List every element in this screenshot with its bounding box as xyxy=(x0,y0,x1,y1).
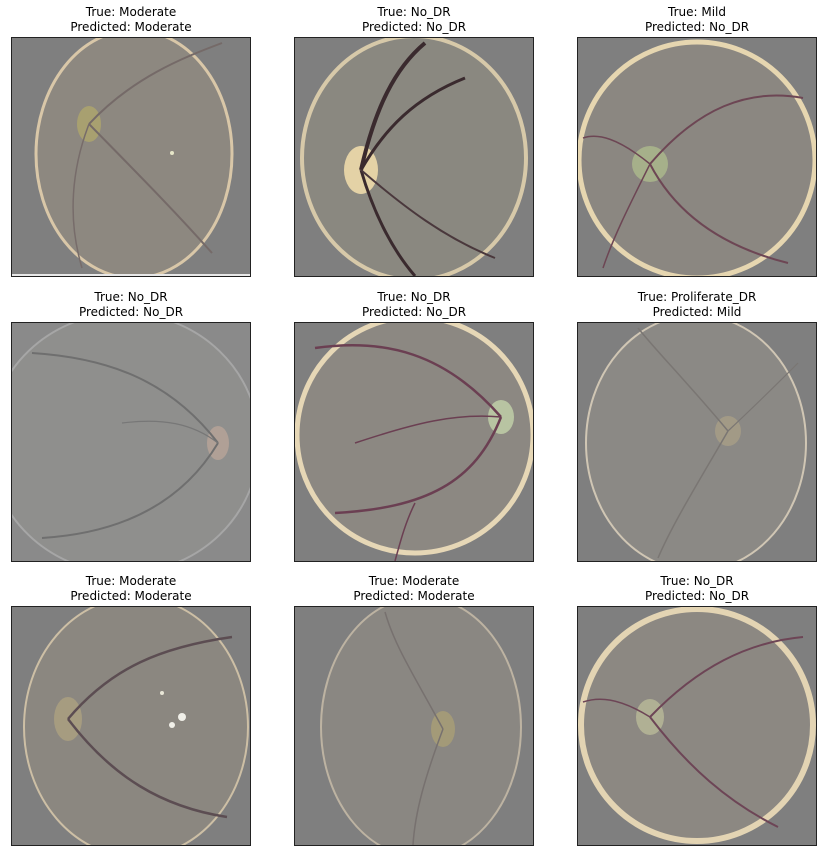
panel-true-label: True: Proliferate_DR xyxy=(637,290,757,304)
panel-predicted-label: Predicted: No_DR xyxy=(644,589,750,603)
panel-predicted-label: Predicted: Moderate xyxy=(70,20,192,34)
panel-true-label: True: No_DR xyxy=(94,290,168,304)
fundus-image xyxy=(11,322,251,562)
fundus-image xyxy=(294,37,534,277)
fundus-image xyxy=(11,606,251,846)
panel-true-label: True: Mild xyxy=(668,5,726,19)
panel-predicted-label: Predicted: Moderate xyxy=(353,589,475,603)
panel-predicted-label: Predicted: No_DR xyxy=(361,305,467,319)
fundus-image xyxy=(294,322,534,562)
panel-predicted-label: Predicted: No_DR xyxy=(644,20,750,34)
fundus-image xyxy=(577,322,817,562)
fundus-image xyxy=(577,37,817,277)
panel-true-label: True: No_DR xyxy=(377,5,451,19)
fundus-image xyxy=(577,606,817,846)
panel-predicted-label: Predicted: No_DR xyxy=(78,305,184,319)
fundus-image xyxy=(11,37,251,277)
panel-predicted-label: Predicted: Mild xyxy=(652,305,742,319)
panel-predicted-label: Predicted: No_DR xyxy=(361,20,467,34)
panel-true-label: True: No_DR xyxy=(377,290,451,304)
fundus-image xyxy=(294,606,534,846)
panel-true-label: True: Moderate xyxy=(85,574,177,588)
panel-true-label: True: Moderate xyxy=(85,5,177,19)
panel-true-label: True: Moderate xyxy=(368,574,460,588)
panel-true-label: True: No_DR xyxy=(660,574,734,588)
panel-predicted-label: Predicted: Moderate xyxy=(70,589,192,603)
